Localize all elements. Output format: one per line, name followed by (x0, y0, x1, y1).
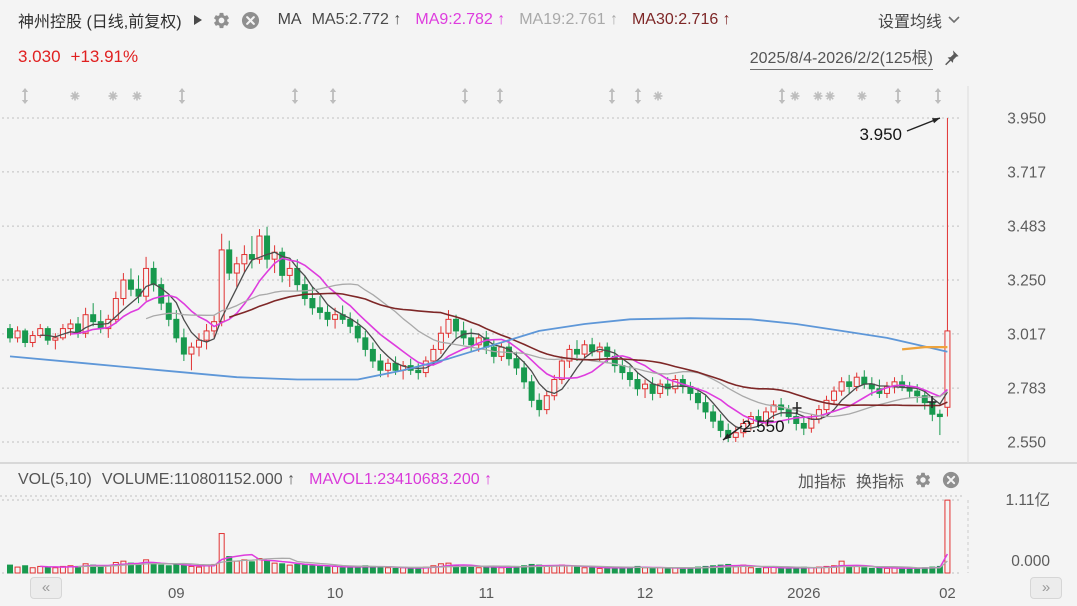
ma9-line (70, 257, 948, 424)
event-markers (21, 88, 942, 414)
ma-legend-item-1: MA9:2.782 ↑ (415, 11, 506, 28)
switch-indicator-button[interactable]: 换指标 (855, 474, 904, 491)
vol-legend-item-1: MAVOL1:23410683.200 ↑ (309, 471, 493, 488)
volume-y-axis-label: 1.11亿 (1005, 491, 1050, 509)
vol-legend: VOLUME:110801152.000 ↑ MAVOL1:23410683.20… (102, 471, 492, 489)
close-icon[interactable] (241, 11, 260, 30)
mavol10-line (77, 557, 948, 569)
orange-ma-line (901, 346, 948, 351)
x-axis-labels: 09 10 11 12 2026 02 (168, 585, 956, 602)
scroll-left-button[interactable]: « (30, 577, 62, 599)
long-ma-line (9, 317, 948, 381)
pin-icon[interactable] (943, 49, 960, 66)
vol-close-icon[interactable] (942, 471, 960, 489)
svg-text:3.950: 3.950 (859, 125, 902, 144)
ma-settings-button[interactable]: 设置均线 (878, 8, 960, 32)
price-change: +13.91% (70, 47, 139, 66)
svg-text:2.550: 2.550 (742, 417, 785, 436)
price-annotations: 3.950 2.550 (722, 117, 941, 441)
ma-legend-item-0: MA5:2.772 ↑ (311, 11, 402, 28)
ma-group-label: MA (277, 11, 302, 28)
price-summary-row: 3.030 +13.91% 2025/8/4-2026/2/2(125根) (18, 44, 960, 70)
ma30-line (228, 292, 948, 407)
vol-indicator-label: VOL(5,10) (18, 471, 92, 488)
symbol-title: 神州控股 (日线,前复权) (18, 14, 182, 31)
scroll-right-button[interactable]: » (1030, 577, 1062, 599)
y-axis-label: 3.950 (1007, 111, 1046, 128)
y-axis-label: 3.250 (1007, 273, 1046, 290)
volume-bars (7, 499, 951, 574)
chart-header: 神州控股 (日线,前复权) MA MA5:2.772 ↑ MA9:2.782 ↑ M… (18, 8, 960, 32)
gear-icon[interactable] (212, 11, 231, 30)
x-axis-label: 02 (939, 585, 956, 602)
y-axis-label: 3.017 (1007, 326, 1046, 343)
y-axis-label: 2.783 (1007, 381, 1046, 398)
current-price: 3.030 (18, 47, 61, 66)
date-range-link[interactable]: 2025/8/4-2026/2/2(125根) (749, 44, 933, 70)
chevron-down-icon (948, 16, 960, 24)
x-axis-label: 2026 (787, 585, 820, 602)
ma-legend-item-3: MA30:2.716 ↑ (631, 11, 731, 28)
x-axis-label: 12 (637, 585, 654, 602)
volume-header: VOL(5,10) VOLUME:110801152.000 ↑ MAVOL1:2… (18, 468, 960, 492)
y-axis-labels: 3.950 3.717 3.483 3.250 3.017 2.783 2.550 1.11亿… (1005, 111, 1050, 571)
x-axis-label: 09 (168, 585, 185, 602)
ma-settings-label: 设置均线 (877, 14, 942, 31)
price-gridlines (2, 117, 962, 443)
x-axis-label: 11 (478, 585, 494, 602)
expand-arrow-icon[interactable] (193, 15, 202, 25)
vol-gear-icon[interactable] (914, 471, 932, 489)
y-axis-label: 3.483 (1007, 219, 1046, 236)
volume-y-axis-label: 0.000 (1011, 553, 1050, 570)
ma-legend-item-2: MA19:2.761 ↑ (519, 11, 618, 28)
y-axis-label: 3.717 (1007, 164, 1046, 181)
x-axis-label: 10 (327, 585, 344, 602)
ma-legend: MA5:2.772 ↑ MA9:2.782 ↑ MA19:2.761 ↑ MA30:2… (312, 11, 731, 29)
add-indicator-button[interactable]: 加指标 (797, 474, 846, 491)
pane-separators (0, 86, 1077, 573)
y-axis-label: 2.550 (1007, 435, 1046, 452)
candles (7, 118, 951, 442)
vol-legend-item-0: VOLUME:110801152.000 ↑ (101, 471, 296, 488)
ma19-line (145, 283, 948, 418)
